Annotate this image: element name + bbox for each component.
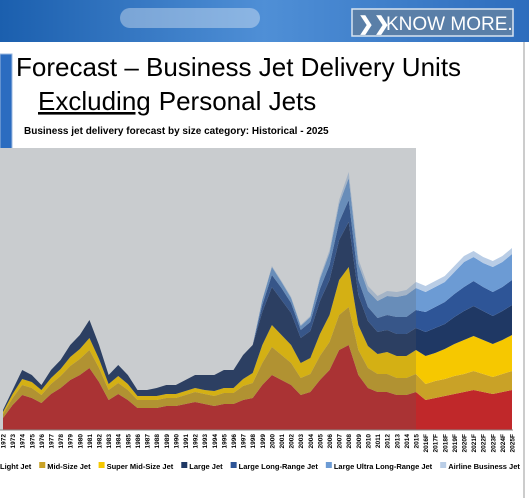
legend-label: Light Jet	[0, 462, 32, 471]
x-tick-label: 2023F	[490, 434, 497, 452]
x-tick-label: 1976	[39, 434, 46, 449]
x-tick-label: 2019F	[452, 434, 459, 452]
legend-label: Large Ultra Long-Range Jet	[334, 462, 433, 471]
x-tick-label: 2000	[269, 434, 276, 449]
legend-label: Mid-Size Jet	[47, 462, 91, 471]
x-tick-label: 1983	[106, 434, 113, 449]
x-tick-label: 1985	[125, 434, 132, 449]
x-tick-label: 1975	[29, 434, 36, 449]
area	[3, 307, 512, 418]
x-tick-label: 2008	[346, 434, 353, 449]
legend-label: Large Long-Range Jet	[239, 462, 319, 471]
x-tick-label: 2005	[317, 434, 324, 449]
chart-title: Business jet delivery forecast by size c…	[24, 126, 329, 137]
x-tick-label: 2011	[375, 434, 382, 448]
x-tick-label: 1992	[193, 434, 200, 449]
x-tick-label: 1977	[49, 434, 56, 449]
x-tick-label: 1987	[145, 434, 152, 449]
legend-swatch	[440, 462, 447, 468]
plot	[3, 172, 512, 430]
legend-swatch	[325, 462, 332, 468]
legend-swatch	[39, 462, 46, 468]
x-tick-label: 1997	[241, 434, 248, 449]
legend-swatch	[98, 462, 105, 468]
x-tick-label: 2001	[279, 434, 286, 449]
x-tick-label: 2024F	[500, 434, 507, 452]
x-tick-label: 2015	[413, 434, 420, 449]
x-tick-label: 1988	[154, 434, 161, 449]
legend-label: Large Jet	[189, 462, 223, 471]
legend-label: Airline Business Jet	[448, 462, 520, 471]
x-tick-label: 1991	[183, 434, 190, 449]
x-tick-label: 1989	[164, 434, 171, 449]
x-tick-label: 2010	[365, 434, 372, 449]
x-tick-label: 1993	[202, 434, 209, 449]
x-tick-label: 2003	[298, 434, 305, 449]
title-underlined: Excluding	[38, 86, 151, 116]
x-tick-label: 1973	[10, 434, 17, 449]
know-more-button[interactable]	[351, 8, 514, 37]
title: Forecast – Business Jet Delivery Units	[16, 52, 461, 82]
x-tick-label: 2022F	[481, 434, 488, 452]
historical-shade	[0, 148, 416, 430]
x-tick-label: 2025F	[510, 434, 517, 452]
area	[3, 178, 512, 410]
x-tick-label: 2021F	[471, 434, 478, 452]
x-tick-label: 2002	[289, 434, 296, 449]
x-tick-label: 1999	[260, 434, 267, 449]
x-tick-label: 2018F	[442, 434, 449, 452]
x-tick-label: 2014	[404, 434, 411, 449]
x-tick-label: 2017F	[433, 434, 440, 452]
legend-swatch	[230, 462, 237, 468]
area	[3, 172, 512, 410]
x-tick-label: 2009	[356, 434, 363, 449]
x-tick-label: 1990	[173, 434, 180, 449]
x-tick-label: 2016F	[423, 434, 430, 452]
x-tick-label: 1986	[135, 434, 142, 449]
x-tick-label: 2007	[337, 434, 344, 449]
x-tick-label: 1979	[68, 434, 75, 449]
x-tick-label: 1974	[20, 434, 27, 449]
x-tick-label: 1972	[1, 434, 8, 449]
button-arrows: ❯❯	[358, 14, 390, 35]
cloud	[120, 8, 260, 28]
title-rest: Personal Jets	[159, 86, 317, 116]
x-tick-label: 2004	[308, 434, 315, 449]
button-label[interactable]: KNOW MORE.	[386, 14, 513, 35]
x-tick-label: 2012	[385, 434, 392, 449]
area	[3, 345, 512, 430]
x-tick-label: 1998	[250, 434, 257, 449]
x-tick-label: 2020F	[461, 434, 468, 452]
x-tick-label: 1981	[87, 434, 94, 449]
x-tick-label: 1996	[231, 434, 238, 449]
x-tick-label: 1984	[116, 434, 123, 449]
legend-label: Super Mid-Size Jet	[107, 462, 174, 471]
legend-swatch	[181, 462, 188, 468]
x-tick-label: 1978	[58, 434, 65, 449]
x-tick-label: 1980	[77, 434, 84, 449]
x-tick-label: 1995	[221, 434, 228, 449]
x-tick-label: 2013	[394, 434, 401, 449]
x-tick-label: 1994	[212, 434, 219, 449]
x-tick-label: 2006	[327, 434, 334, 449]
x-tick-label: 1982	[97, 434, 104, 449]
